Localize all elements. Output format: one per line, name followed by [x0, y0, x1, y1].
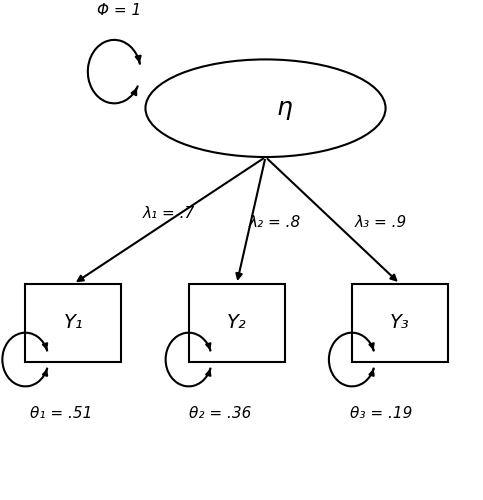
Bar: [26, 284, 121, 362]
Text: λ₂ = .8: λ₂ = .8: [249, 216, 301, 230]
Text: Y₁: Y₁: [64, 314, 83, 332]
Text: θ₂ = .36: θ₂ = .36: [189, 406, 251, 420]
Text: θ₃ = .19: θ₃ = .19: [350, 406, 412, 420]
Text: λ₁ = .7: λ₁ = .7: [143, 206, 195, 220]
Text: θ₁ = .51: θ₁ = .51: [30, 406, 93, 420]
Text: Y₃: Y₃: [390, 314, 410, 332]
Text: η: η: [277, 96, 293, 120]
Text: Y₂: Y₂: [227, 314, 247, 332]
Text: λ₃ = .9: λ₃ = .9: [355, 216, 407, 230]
Bar: [352, 284, 448, 362]
Text: Φ = 1: Φ = 1: [97, 3, 141, 18]
Bar: [189, 284, 284, 362]
